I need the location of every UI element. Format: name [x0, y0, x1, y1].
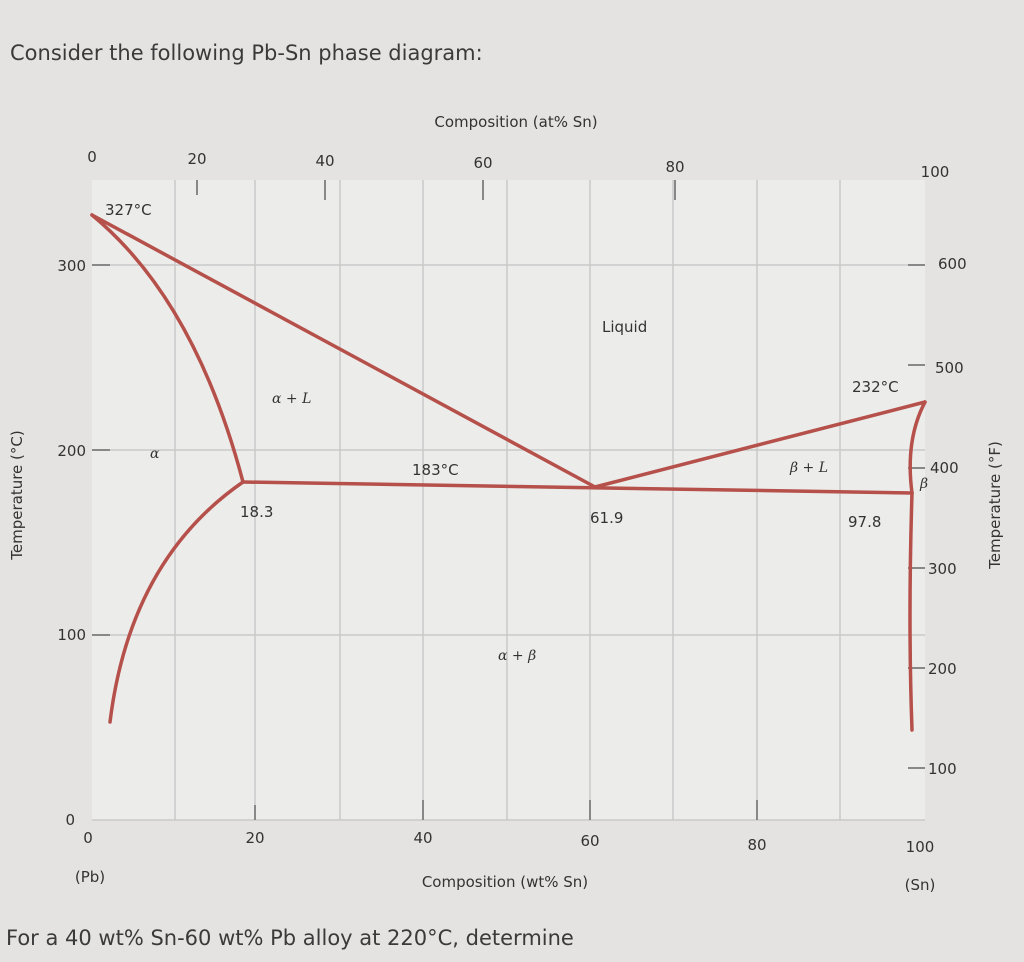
- top-tick-label: 20: [187, 150, 206, 168]
- left-tick-label: 300: [57, 257, 86, 275]
- right-tick-label: 600: [938, 255, 967, 273]
- left-axis-title: Temperature (°C): [8, 430, 26, 560]
- region-label: α: [150, 446, 160, 462]
- bottom-tick-label: 20: [245, 829, 264, 847]
- bottom-axis-title: Composition (wt% Sn): [422, 873, 588, 891]
- annotation: 18.3: [240, 503, 273, 521]
- annotation: 61.9: [590, 509, 623, 527]
- bottom-tick-label: 100: [906, 838, 935, 856]
- top-tick-label: 40: [315, 152, 334, 170]
- top-tick-label: 0: [87, 148, 97, 166]
- solvus-left: [108, 480, 245, 724]
- right-tick-label: 100: [928, 760, 957, 778]
- region-label: Liquid: [602, 318, 647, 336]
- right-axis-title: Temperature (°F): [986, 441, 1004, 570]
- left-tick-label: 0: [65, 811, 75, 829]
- solidus-left: [90, 213, 245, 484]
- top-tick-label: 100: [921, 163, 950, 181]
- right-tick-label: 300: [928, 560, 957, 578]
- bottom-tick-label: 40: [413, 829, 432, 847]
- ticks: [92, 180, 925, 820]
- annotation: 97.8: [848, 513, 881, 531]
- plot-background: [92, 180, 925, 820]
- solvus-right: [908, 491, 914, 732]
- sn-label: (Sn): [905, 876, 936, 894]
- bottom-tick-label: 60: [580, 832, 599, 850]
- annotation: 183°C: [412, 461, 459, 479]
- bottom-tick-label: 0: [83, 829, 93, 847]
- pb-label: (Pb): [75, 868, 105, 886]
- top-tick-label: 60: [473, 154, 492, 172]
- right-tick-label: 400: [930, 459, 959, 477]
- plot-area: [90, 180, 927, 821]
- bottom-tick-label: 80: [747, 836, 766, 854]
- solidus-right: [908, 400, 927, 495]
- right-tick-label: 500: [935, 359, 964, 377]
- eutectic-line: [241, 480, 914, 495]
- grid: [92, 180, 925, 821]
- annotation: 232°C: [852, 378, 899, 396]
- region-label: α + L: [272, 391, 311, 407]
- region-label: β + L: [789, 460, 828, 476]
- annotation: 327°C: [105, 201, 152, 219]
- prompt: For a 40 wt% Sn-60 wt% Pb alloy at 220°C…: [6, 926, 574, 950]
- left-tick-label: 200: [57, 442, 86, 460]
- phase-boundaries: [90, 213, 927, 732]
- question: Consider the following Pb-Sn phase diagr…: [10, 41, 483, 65]
- top-tick-label: 80: [665, 158, 684, 176]
- region-label: α + β: [498, 648, 536, 664]
- top-axis-title: Composition (at% Sn): [434, 113, 597, 131]
- liquidus-right: [593, 400, 927, 489]
- right-tick-label: 200: [928, 660, 957, 678]
- liquidus-left: [90, 213, 597, 489]
- region-label: β: [919, 476, 928, 492]
- left-tick-label: 100: [57, 626, 86, 644]
